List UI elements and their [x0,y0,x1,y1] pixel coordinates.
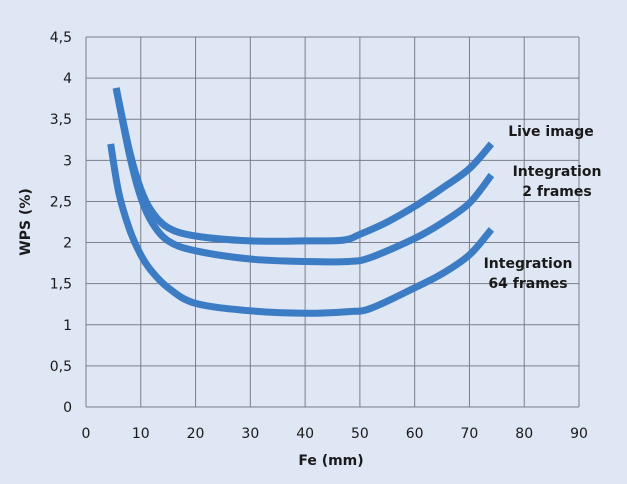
x-axis-title: Fe (mm) [298,453,363,469]
y-tick-label: 1 [63,318,72,334]
x-tick-label: 80 [515,426,533,442]
x-tick-label: 10 [132,426,150,442]
axis-ticks: 0 10 20 30 40 50 60 70 80 90 0 0,5 1 1,5 2 2,5 3 3,5 4 4,5 [50,30,588,442]
x-tick-label: 70 [461,426,479,442]
series [107,87,495,317]
y-tick-label: 4 [63,71,72,87]
y-tick-label: 0,5 [50,359,72,375]
y-tick-label: 2 [63,236,72,252]
x-tick-label: 0 [82,426,91,442]
y-tick-label: 1,5 [50,277,72,293]
series-label-integration-2-frames: Integration 2 frames [513,164,602,200]
y-tick-label: 2,5 [50,194,72,210]
series-line-integration-2-frames [112,87,495,266]
series-line-live-image [112,87,495,245]
y-tick-label: 4,5 [50,30,72,46]
series-label-line: Live image [508,124,594,140]
x-tick-label: 50 [351,426,369,442]
y-axis-title: WPS (%) [18,188,34,255]
series-label-integration-64-frames: Integration 64 frames [484,256,573,292]
series-label-line: Integration [513,164,602,180]
series-line-integration-64-frames [107,143,495,317]
series-label-line: 2 frames [522,184,591,200]
y-tick-label: 3,5 [50,112,72,128]
y-tick-label: 0 [63,400,72,416]
series-label-line: Integration [484,256,573,272]
series-label-line: 64 frames [488,276,567,292]
x-tick-label: 20 [187,426,205,442]
x-tick-label: 40 [296,426,314,442]
grid [85,36,580,408]
series-label-live-image: Live image [508,124,594,140]
y-tick-label: 3 [63,153,72,169]
x-tick-label: 90 [570,426,588,442]
x-tick-label: 60 [406,426,424,442]
x-tick-label: 30 [241,426,259,442]
